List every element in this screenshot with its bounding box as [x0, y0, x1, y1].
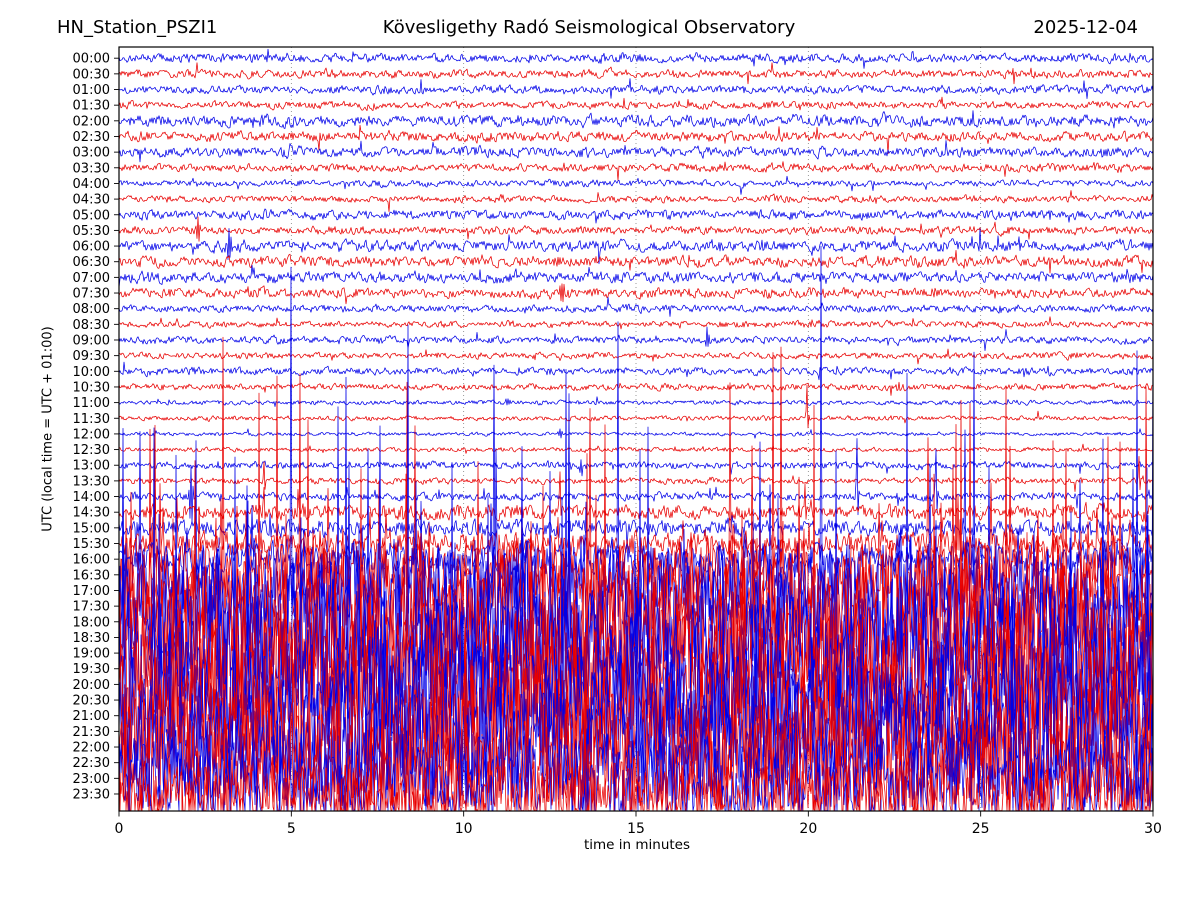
trace-23:00	[119, 566, 1153, 811]
y-tick-label-23:30: 23:30	[73, 787, 110, 802]
y-tick-label-02:00: 02:00	[73, 114, 110, 129]
y-tick-label-13:00: 13:00	[73, 459, 110, 474]
trace-05:00	[119, 208, 1153, 224]
trace-06:00	[119, 228, 1153, 265]
x-tick-label-5: 5	[287, 821, 296, 837]
x-tick-label-20: 20	[799, 821, 817, 837]
x-tick-label-10: 10	[455, 821, 473, 837]
y-tick-label-08:00: 08:00	[73, 302, 110, 317]
trace-00:30	[119, 62, 1153, 85]
trace-15:30	[119, 482, 1153, 612]
y-tick-label-12:00: 12:00	[73, 427, 110, 442]
y-tick-label-18:30: 18:30	[73, 631, 110, 646]
y-tick-label-22:00: 22:00	[73, 741, 110, 756]
trace-12:00	[119, 428, 1153, 439]
y-tick-label-16:00: 16:00	[73, 553, 110, 568]
y-tick-label-09:30: 09:30	[73, 349, 110, 364]
y-tick-label-10:30: 10:30	[73, 380, 110, 395]
trace-01:30	[119, 96, 1153, 112]
date-title: 2025-12-04	[1033, 17, 1138, 38]
y-tick-label-07:00: 07:00	[73, 271, 110, 286]
y-axis-label: UTC (local time = UTC + 01:00)	[40, 326, 56, 532]
y-tick-label-12:30: 12:30	[73, 443, 110, 458]
y-tick-label-03:00: 03:00	[73, 146, 110, 161]
y-tick-label-14:00: 14:00	[73, 490, 110, 505]
y-tick-label-21:00: 21:00	[73, 709, 110, 724]
trace-21:30	[119, 440, 1153, 811]
y-tick-label-19:30: 19:30	[73, 662, 110, 677]
trace-02:00	[119, 110, 1153, 129]
y-tick-label-15:00: 15:00	[73, 521, 110, 536]
y-tick-label-01:00: 01:00	[73, 83, 110, 98]
y-tick-label-17:00: 17:00	[73, 584, 110, 599]
trace-06:30	[119, 250, 1153, 274]
trace-01:00	[119, 78, 1153, 99]
y-tick-label-05:00: 05:00	[73, 208, 110, 223]
y-tick-label-09:00: 09:00	[73, 333, 110, 348]
trace-group	[119, 48, 1153, 811]
trace-16:00	[119, 501, 1153, 640]
trace-04:30	[119, 190, 1153, 212]
y-tick-label-08:30: 08:30	[73, 318, 110, 333]
trace-05:30	[119, 216, 1153, 242]
trace-15:00	[119, 513, 1153, 557]
trace-22:30	[119, 506, 1153, 811]
y-tick-label-07:30: 07:30	[73, 287, 110, 302]
y-tick-label-18:00: 18:00	[73, 615, 110, 630]
y-tick-label-06:30: 06:30	[73, 255, 110, 270]
y-tick-label-11:30: 11:30	[73, 412, 110, 427]
y-tick-label-05:30: 05:30	[73, 224, 110, 239]
y-tick-label-14:30: 14:30	[73, 506, 110, 521]
y-tick-label-20:30: 20:30	[73, 694, 110, 709]
y-tick-label-16:30: 16:30	[73, 568, 110, 583]
y-tick-label-11:00: 11:00	[73, 396, 110, 411]
x-tick-label-25: 25	[972, 821, 990, 837]
trace-23:30	[119, 632, 1153, 811]
y-tick-label-06:00: 06:00	[73, 240, 110, 255]
trace-12:30	[119, 443, 1153, 454]
y-tick-label-01:30: 01:30	[73, 99, 110, 114]
y-tick-label-21:30: 21:30	[73, 725, 110, 740]
trace-22:00	[119, 369, 1153, 811]
y-tick-label-04:00: 04:00	[73, 177, 110, 192]
y-tick-label-22:30: 22:30	[73, 756, 110, 771]
trace-07:00	[119, 264, 1153, 288]
y-tick-label-17:30: 17:30	[73, 600, 110, 615]
trace-03:00	[119, 140, 1153, 163]
trace-02:30	[119, 124, 1153, 155]
station-title: HN_Station_PSZI1	[57, 17, 218, 38]
trace-00:00	[119, 48, 1153, 69]
x-tick-label-15: 15	[627, 821, 645, 837]
x-tick-label-30: 30	[1144, 821, 1162, 837]
y-tick-label-02:30: 02:30	[73, 130, 110, 145]
trace-11:00	[119, 396, 1153, 407]
observatory-title: Kövesligethy Radó Seismological Observat…	[382, 17, 796, 38]
trace-03:30	[119, 161, 1153, 181]
y-tick-label-04:30: 04:30	[73, 193, 110, 208]
y-tick-label-00:00: 00:00	[73, 52, 110, 67]
trace-10:00	[119, 361, 1153, 381]
y-tick-label-03:30: 03:30	[73, 161, 110, 176]
y-tick-label-20:00: 20:00	[73, 678, 110, 693]
y-tick-label-00:30: 00:30	[73, 67, 110, 82]
y-tick-label-15:30: 15:30	[73, 537, 110, 552]
x-tick-label-0: 0	[115, 821, 124, 837]
trace-08:00	[119, 296, 1153, 317]
trace-07:30	[119, 283, 1153, 305]
y-tick-label-10:00: 10:00	[73, 365, 110, 380]
trace-10:30	[119, 381, 1153, 396]
trace-04:00	[119, 175, 1153, 195]
y-tick-label-23:00: 23:00	[73, 772, 110, 787]
y-tick-label-19:00: 19:00	[73, 647, 110, 662]
trace-13:30	[119, 456, 1153, 492]
x-axis-label: time in minutes	[583, 837, 691, 853]
y-tick-label-13:30: 13:30	[73, 474, 110, 489]
